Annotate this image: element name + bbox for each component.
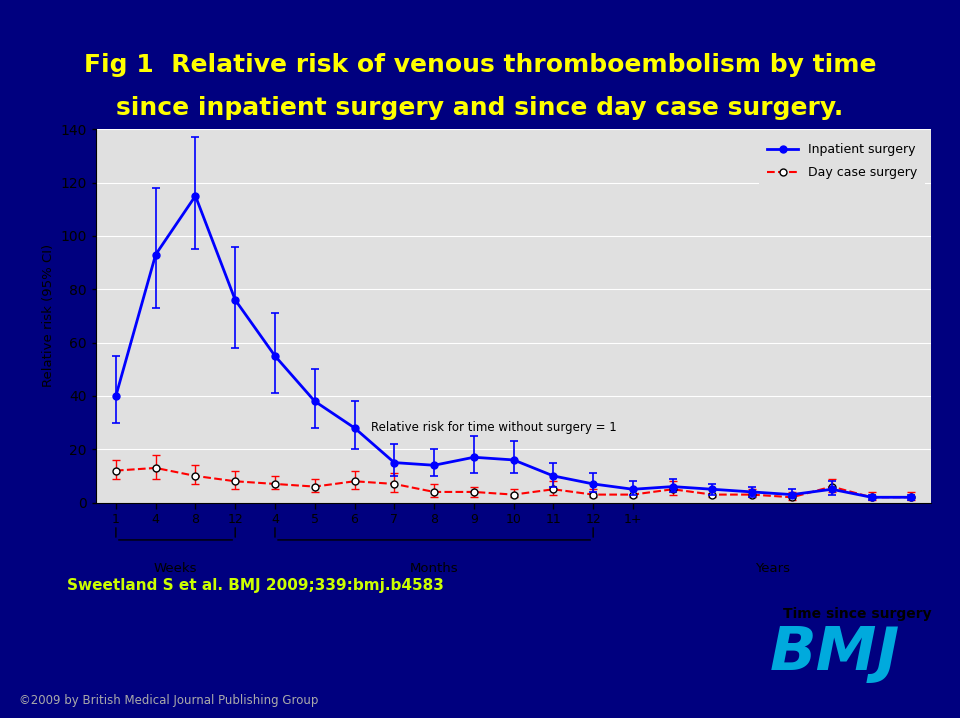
Text: BMJ: BMJ bbox=[770, 624, 900, 683]
Text: Months: Months bbox=[410, 562, 458, 575]
Text: ©2009 by British Medical Journal Publishing Group: ©2009 by British Medical Journal Publish… bbox=[19, 694, 319, 707]
Legend: Inpatient surgery, Day case surgery: Inpatient surgery, Day case surgery bbox=[759, 136, 924, 187]
Text: Weeks: Weeks bbox=[154, 562, 198, 575]
Text: Sweetland S et al. BMJ 2009;339:bmj.b4583: Sweetland S et al. BMJ 2009;339:bmj.b458… bbox=[67, 578, 444, 593]
Text: Fig 1  Relative risk of venous thromboembolism by time: Fig 1 Relative risk of venous thromboemb… bbox=[84, 52, 876, 77]
Text: since inpatient surgery and since day case surgery.: since inpatient surgery and since day ca… bbox=[116, 95, 844, 120]
Text: Relative risk for time without surgery = 1: Relative risk for time without surgery =… bbox=[371, 421, 616, 434]
Text: Years: Years bbox=[755, 562, 790, 575]
Text: Time since surgery: Time since surgery bbox=[782, 607, 931, 621]
Y-axis label: Relative risk (95% CI): Relative risk (95% CI) bbox=[42, 244, 55, 388]
